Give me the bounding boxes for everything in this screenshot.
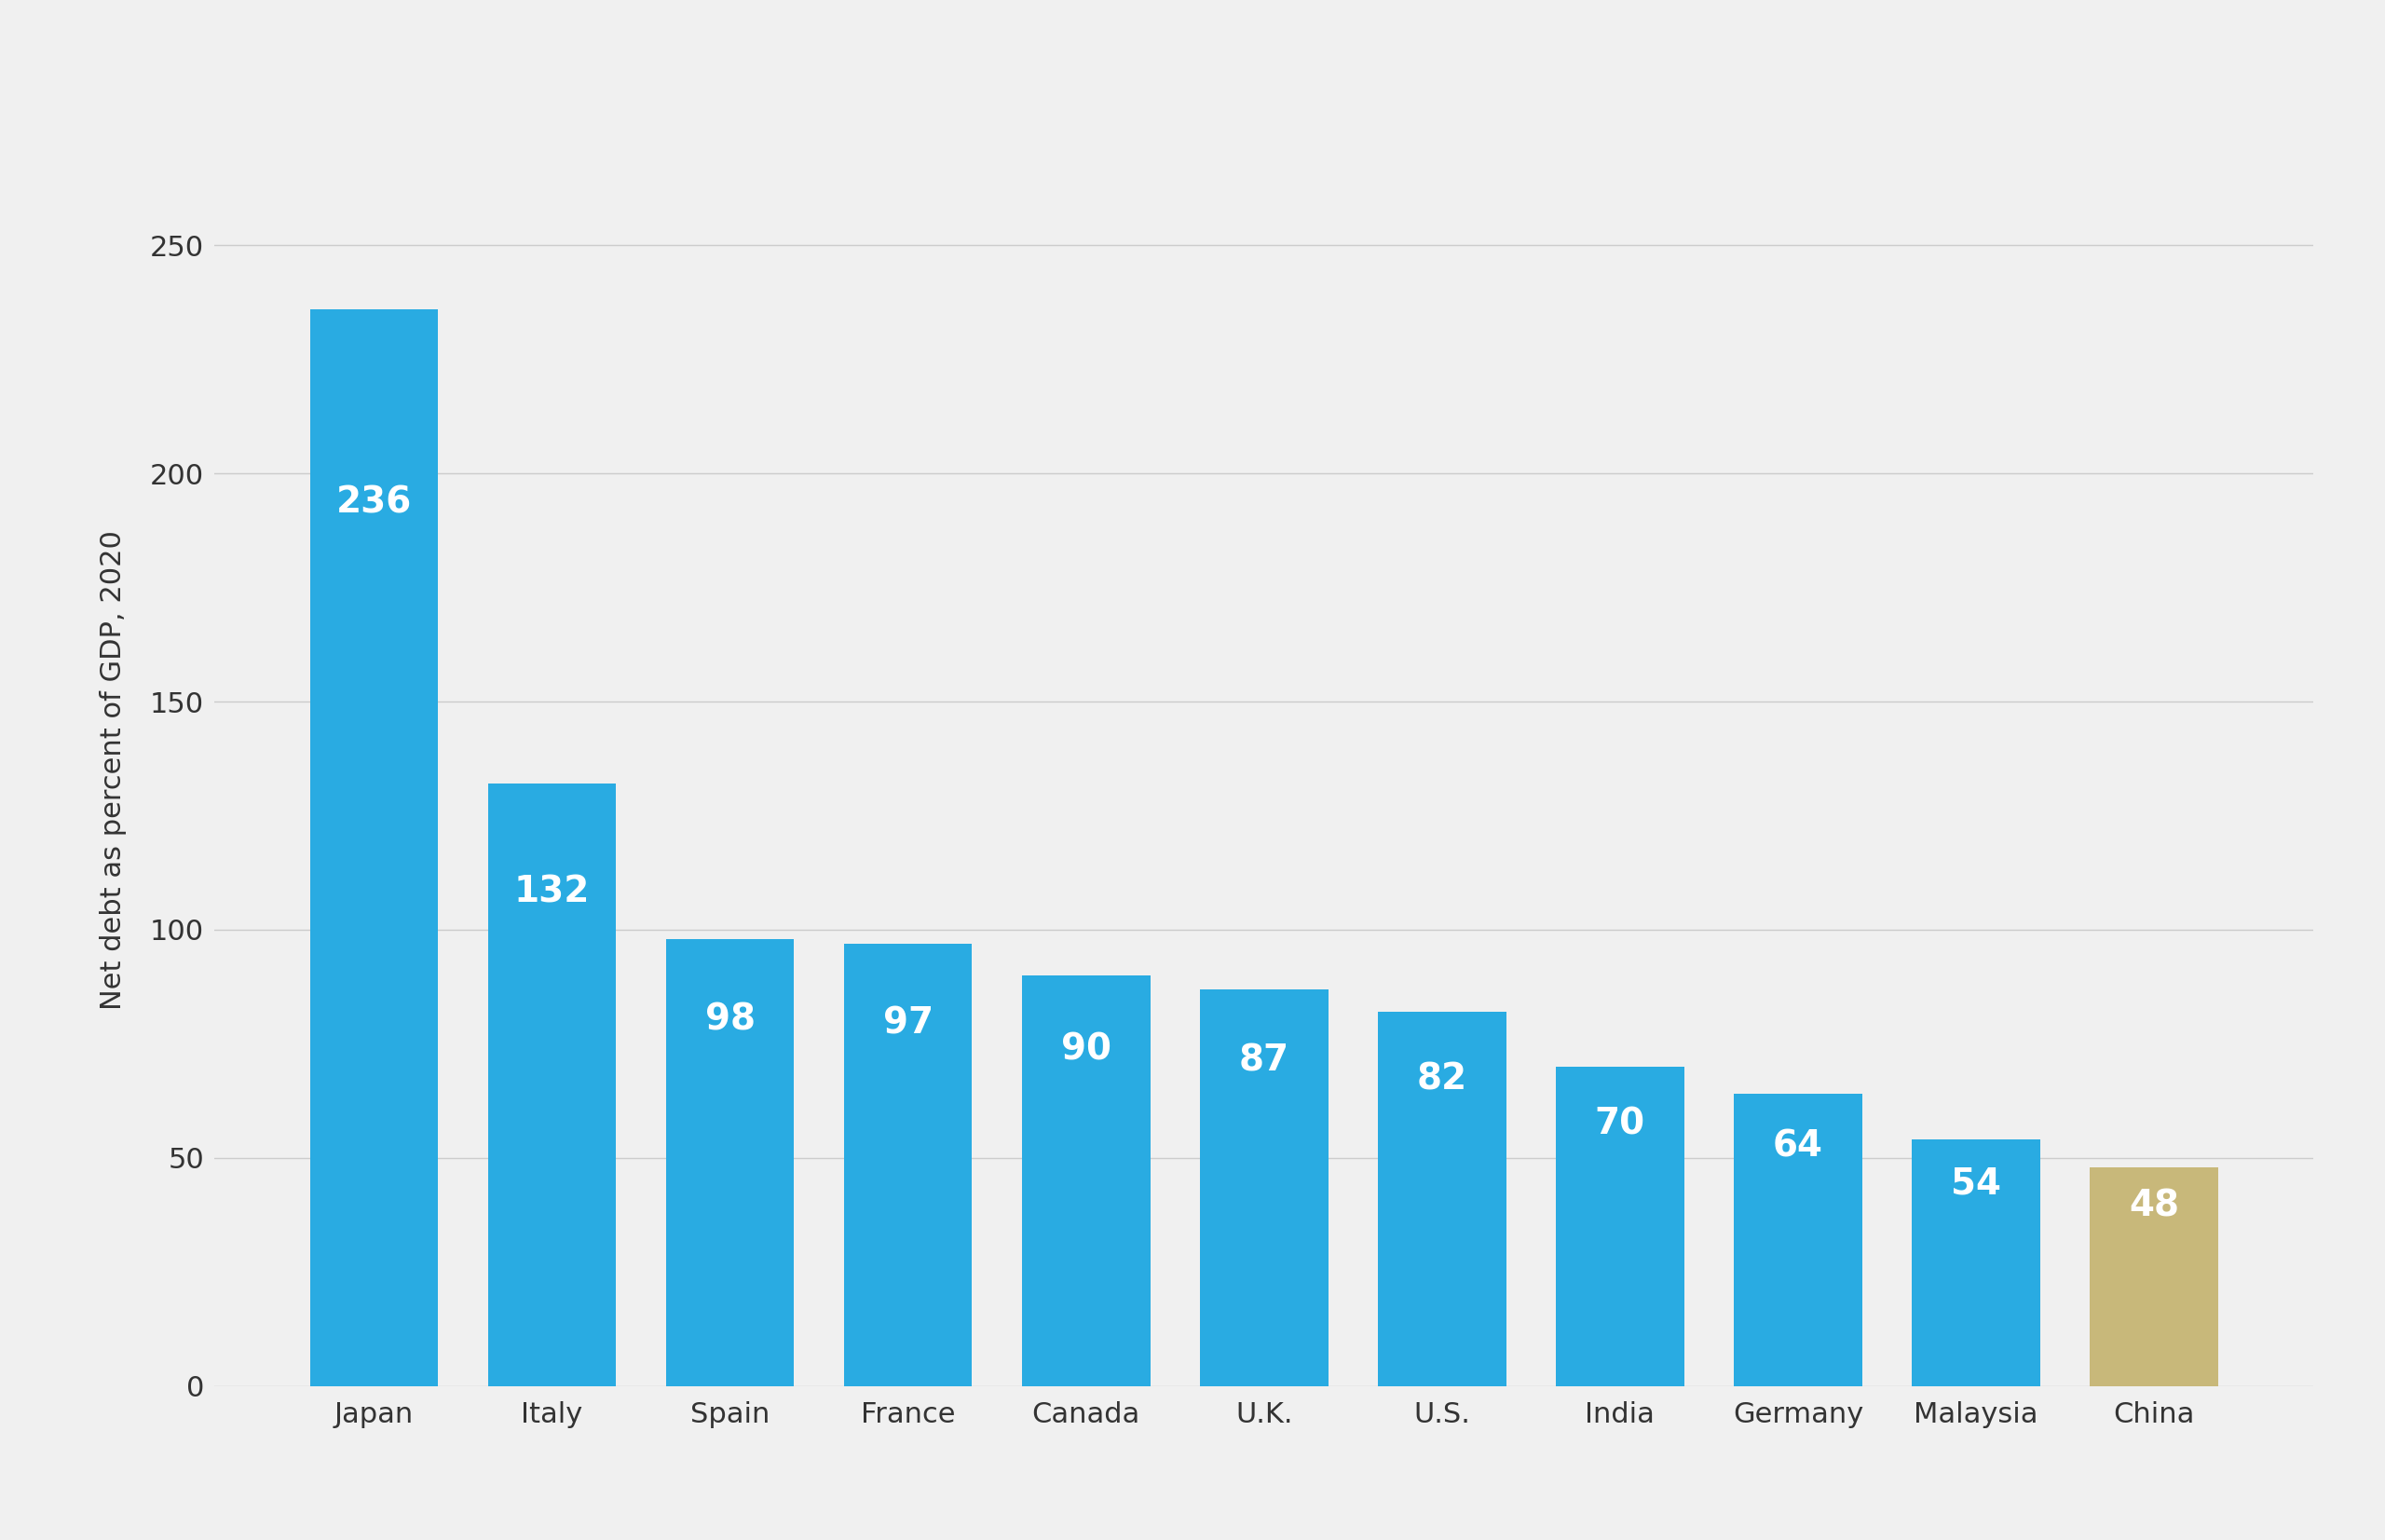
Text: 97: 97	[882, 1006, 933, 1041]
Text: 236: 236	[336, 485, 413, 521]
Y-axis label: Net debt as percent of GDP, 2020: Net debt as percent of GDP, 2020	[100, 530, 126, 1010]
Bar	[1023, 975, 1150, 1386]
Bar	[1913, 1140, 2039, 1386]
Text: 64: 64	[1772, 1129, 1822, 1164]
Bar	[1734, 1093, 1863, 1386]
Bar	[1379, 1012, 1505, 1386]
Bar	[844, 944, 973, 1386]
Text: 48: 48	[2130, 1189, 2180, 1224]
Text: 70: 70	[1596, 1106, 1646, 1141]
Bar	[1555, 1067, 1684, 1386]
Text: 87: 87	[1238, 1043, 1290, 1078]
Bar	[1200, 989, 1328, 1386]
Bar	[489, 784, 615, 1386]
Text: 82: 82	[1417, 1061, 1467, 1096]
Text: 90: 90	[1061, 1032, 1111, 1067]
Bar	[665, 939, 794, 1386]
Text: 98: 98	[706, 1001, 756, 1036]
Text: 54: 54	[1951, 1166, 2001, 1201]
Bar	[310, 310, 439, 1386]
Text: 132: 132	[515, 875, 589, 910]
Bar	[2089, 1167, 2218, 1386]
